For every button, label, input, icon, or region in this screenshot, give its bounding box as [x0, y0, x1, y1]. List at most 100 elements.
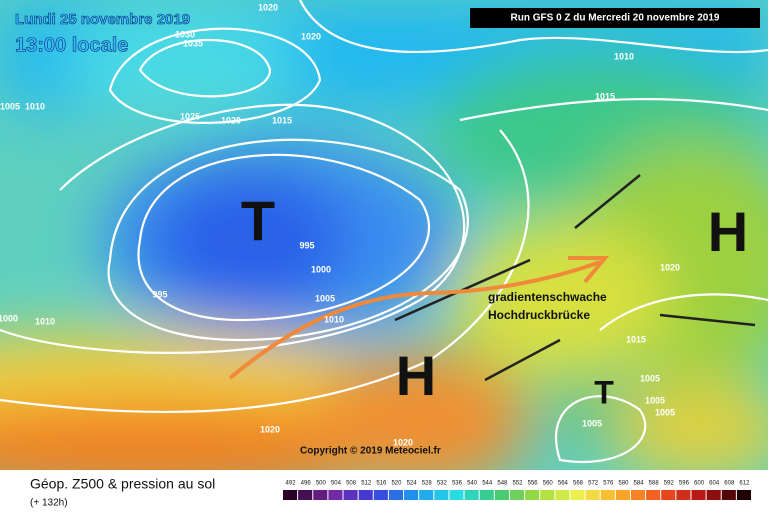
- colorbar-label: 516: [376, 481, 387, 487]
- colorbar-label: 528: [422, 481, 433, 487]
- colorbar-cell: [721, 490, 736, 500]
- colorbar-label: 552: [512, 481, 523, 487]
- colorbar-cell: [600, 490, 615, 500]
- pressure-system: T: [594, 374, 614, 410]
- isobar-label: 995: [152, 289, 167, 299]
- colorbar-label: 560: [543, 481, 554, 487]
- isobar-label: 1005: [0, 101, 20, 111]
- field: [0, 0, 768, 470]
- isobar-label: 995: [299, 240, 314, 250]
- isobars: [0, 0, 768, 464]
- colorbar-label: 544: [482, 481, 493, 487]
- isobar-label: 1020: [258, 2, 278, 12]
- colorbar-cell: [449, 490, 464, 500]
- isobar-label: 1015: [595, 91, 615, 101]
- isobar-label: 1025: [180, 111, 200, 121]
- colorbar-cell: [358, 490, 373, 500]
- colorbar-cell: [736, 490, 751, 500]
- colorbar-label: 612: [739, 481, 750, 487]
- date: Lundi 25 novembre 2019: [15, 11, 190, 28]
- colorbar-cell: [298, 490, 313, 500]
- isobar-label: 1015: [626, 334, 646, 344]
- run-text: Run GFS 0 Z du Mercredi 20 novembre 2019: [511, 13, 720, 24]
- colorbar-cell: [706, 490, 721, 500]
- colorbar-label: 608: [724, 481, 735, 487]
- colorbar-cell: [283, 490, 298, 500]
- colorbar-cell: [646, 490, 661, 500]
- colorbar-label: 532: [437, 481, 448, 487]
- axes: [394, 174, 756, 382]
- colorbar-label: 588: [649, 481, 660, 487]
- isobar-label: 1005: [315, 293, 335, 303]
- colorbar-label: 520: [391, 481, 402, 487]
- run-box: [470, 8, 760, 28]
- annotation: Hochdruckbrücke: [488, 308, 590, 322]
- arrow: [228, 260, 601, 380]
- colorbar-label: 568: [573, 481, 584, 487]
- colorbar-label: 572: [588, 481, 599, 487]
- isobar-label: 1030: [175, 29, 195, 39]
- isobar-label: 1005: [640, 373, 660, 383]
- pressure-system: H: [708, 200, 748, 263]
- colorbar-label: 540: [467, 481, 478, 487]
- colorbar-cell: [328, 490, 343, 500]
- colorbar-cell: [434, 490, 449, 500]
- pressure-system: T: [241, 189, 275, 252]
- isobar-label: 1020: [221, 115, 241, 125]
- colorbar-cell: [343, 490, 358, 500]
- colorbar-cell: [585, 490, 600, 500]
- colorbar-cell: [570, 490, 585, 500]
- isobar-label: 1010: [614, 51, 634, 61]
- colorbar-label: 584: [634, 481, 645, 487]
- colorbar-cell: [615, 490, 630, 500]
- footer-title: Géop. Z500 & pression au sol: [30, 476, 215, 492]
- copyright: Copyright © 2019 Meteociel.fr: [300, 446, 441, 457]
- colorbar-cell: [479, 490, 494, 500]
- colorbar-cell: [464, 490, 479, 500]
- colorbar-cell: [661, 490, 676, 500]
- colorbar-cell: [388, 490, 404, 500]
- footer-lead: (+ 132h): [30, 498, 68, 509]
- isobar-label: 1010: [35, 316, 55, 326]
- isobar-label: 1020: [301, 31, 321, 41]
- isobar-label: 1005: [582, 418, 602, 428]
- time: 13:00 locale: [15, 34, 128, 56]
- isobar-label: 1015: [272, 115, 292, 125]
- isobar-label: 1010: [324, 314, 344, 324]
- colorbar-label: 500: [316, 481, 327, 487]
- colorbar-label: 492: [286, 481, 297, 487]
- colorbar-label: 512: [361, 481, 372, 487]
- isobar-label: 1010: [25, 101, 45, 111]
- isobar-label: 1005: [645, 395, 665, 405]
- colorbar-label: 600: [694, 481, 705, 487]
- isobar-label: 1020: [260, 424, 280, 434]
- colorbar-cell: [373, 490, 388, 500]
- isobar-label: 1000: [311, 264, 331, 274]
- colorbar-cell: [313, 490, 328, 500]
- colorbar-cell: [691, 490, 706, 500]
- isobar-label: 1035: [183, 38, 203, 48]
- colorbar-label: 496: [301, 481, 312, 487]
- colorbar-cell: [525, 490, 540, 500]
- colorbar-cell: [540, 490, 555, 500]
- colorbar-cell: [419, 490, 434, 500]
- colorbar-label: 604: [709, 481, 720, 487]
- annotation: gradientenschwache: [488, 290, 607, 304]
- colorbar-label: 564: [558, 481, 569, 487]
- colorbar-label: 596: [679, 481, 690, 487]
- colorbar-label: 580: [618, 481, 629, 487]
- isobar-label: 1005: [655, 407, 675, 417]
- isobar-label: 1020: [393, 437, 413, 447]
- colorbar-label: 524: [407, 481, 418, 487]
- colorbar-label: 592: [664, 481, 675, 487]
- isobar-label: 1020: [660, 262, 680, 272]
- isobar-label: 1000: [0, 313, 18, 323]
- colorbar-cell: [404, 490, 419, 500]
- colorbar-label: 548: [497, 481, 508, 487]
- colorbar-cell: [630, 490, 646, 500]
- colorbar-label: 508: [346, 481, 357, 487]
- colorbar-label: 536: [452, 481, 463, 487]
- colorbar-label: 556: [528, 481, 539, 487]
- arrow-head: [568, 256, 610, 284]
